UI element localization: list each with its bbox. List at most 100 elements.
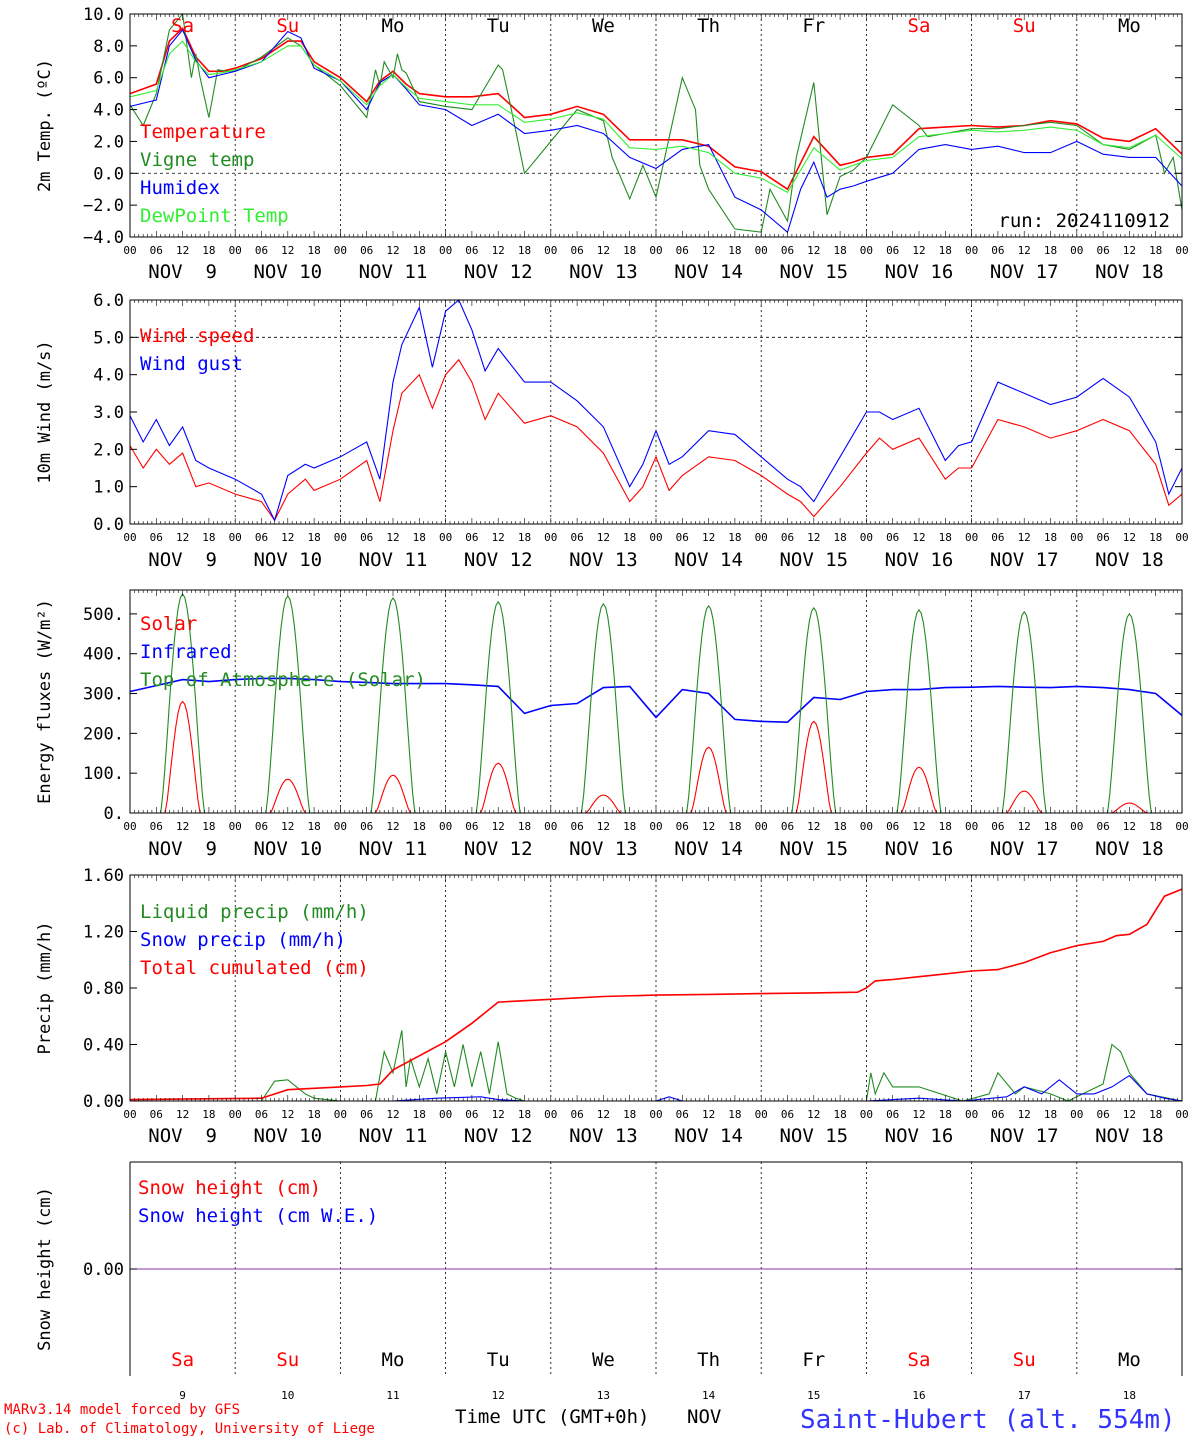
- day-name-bottom: Mo: [382, 1349, 405, 1371]
- hour-tick-label: 06: [465, 244, 478, 257]
- hour-tick-label: 12: [281, 531, 294, 544]
- legend-label: Infrared: [140, 641, 232, 663]
- date-label: NOV 14: [674, 261, 743, 283]
- hour-tick-label: 00: [965, 820, 978, 833]
- legend-label: Top of Atmosphere (Solar): [140, 669, 426, 691]
- date-label: NOV 15: [779, 1125, 848, 1147]
- hour-tick-label: 18: [1149, 820, 1162, 833]
- y-axis-title: 10m Wind (m/s): [35, 340, 55, 483]
- day-name-top: Sa: [908, 15, 931, 37]
- y-tick-label: 0.80: [83, 979, 124, 999]
- hour-tick-label: 06: [360, 820, 373, 833]
- hour-tick-label: 06: [991, 244, 1004, 257]
- hour-tick-label: 06: [255, 820, 268, 833]
- date-label: NOV 9: [148, 549, 217, 571]
- hour-tick-label: 12: [807, 820, 820, 833]
- hour-tick-label: 00: [334, 244, 347, 257]
- hour-tick-label: 06: [781, 531, 794, 544]
- day-name-top: We: [592, 15, 615, 37]
- hour-tick-label: 12: [702, 244, 715, 257]
- date-label: NOV 18: [1095, 838, 1164, 860]
- hour-tick-label: 18: [518, 820, 531, 833]
- day-number: 18: [1123, 1389, 1136, 1402]
- hour-tick-label: 18: [413, 244, 426, 257]
- hour-tick-label: 12: [597, 531, 610, 544]
- date-label: NOV 18: [1095, 261, 1164, 283]
- hour-tick-label: 18: [623, 820, 636, 833]
- y-tick-label: 400.: [83, 645, 124, 665]
- legend-label: Temperature: [140, 121, 266, 143]
- hour-tick-label: 12: [176, 531, 189, 544]
- hour-tick-label: 18: [833, 531, 846, 544]
- station-name: Saint-Hubert (alt. 554m): [800, 1405, 1176, 1435]
- hour-tick-label: 12: [176, 1108, 189, 1121]
- hour-tick-label: 12: [386, 820, 399, 833]
- frame-layer: [129, 13, 1183, 1376]
- day-number: 14: [702, 1389, 716, 1402]
- hour-tick-label: 00: [1070, 1108, 1083, 1121]
- series-line-liquid-precip-mm-h-: [130, 1030, 1183, 1102]
- hour-tick-label: 06: [1096, 531, 1109, 544]
- hour-tick-label: 06: [570, 531, 583, 544]
- hour-tick-label: 06: [465, 820, 478, 833]
- hour-tick-label: 00: [1070, 820, 1083, 833]
- hour-tick-label: 12: [702, 531, 715, 544]
- y-tick-label: 1.0: [93, 478, 124, 498]
- hour-tick-label: 06: [676, 244, 689, 257]
- y-axis-title: Precip (mm/h): [35, 921, 55, 1054]
- hour-tick-label: 18: [202, 1108, 215, 1121]
- hour-tick-label: 18: [307, 244, 320, 257]
- y-tick-label: 4.0: [93, 101, 124, 121]
- hour-tick-label: 12: [597, 1108, 610, 1121]
- hour-tick-label: 06: [886, 1108, 899, 1121]
- day-name-top: Mo: [382, 15, 405, 37]
- hour-tick-label: 12: [912, 1108, 925, 1121]
- hour-tick-label: 12: [1018, 244, 1031, 257]
- hour-tick-label: 00: [1175, 820, 1188, 833]
- hour-tick-label: 06: [570, 244, 583, 257]
- hour-tick-label: 12: [386, 531, 399, 544]
- y-tick-label: 200.: [83, 724, 124, 744]
- hour-tick-label: 18: [1149, 1108, 1162, 1121]
- date-label: NOV 10: [253, 261, 322, 283]
- y-axis-title: Snow height (cm): [35, 1187, 55, 1351]
- hour-tick-label: 12: [807, 1108, 820, 1121]
- series-line-wind-gust: [129, 299, 1183, 522]
- day-name-top: Mo: [1118, 15, 1141, 37]
- hour-tick-label: 12: [492, 244, 505, 257]
- hour-tick-label: 00: [1175, 531, 1188, 544]
- day-name-top: Tu: [487, 15, 510, 37]
- hour-tick-label: 00: [334, 820, 347, 833]
- hour-tick-label: 12: [1018, 820, 1031, 833]
- day-name-bottom: Su: [276, 1349, 299, 1371]
- date-label: NOV 13: [569, 1125, 638, 1147]
- hour-tick-label: 18: [728, 531, 741, 544]
- hour-tick-label: 12: [281, 244, 294, 257]
- day-name-bottom: Fr: [802, 1349, 825, 1371]
- legend-label: Snow height (cm W.E.): [138, 1205, 378, 1227]
- hour-tick-label: 06: [1096, 244, 1109, 257]
- series-line-temperature: [129, 26, 1183, 191]
- hour-tick-label: 18: [833, 244, 846, 257]
- date-label: NOV 11: [359, 838, 428, 860]
- date-label: NOV 12: [464, 261, 533, 283]
- date-label: NOV 13: [569, 549, 638, 571]
- hour-tick-label: 06: [886, 531, 899, 544]
- y-tick-label: 300.: [83, 685, 124, 705]
- hour-tick-label: 06: [150, 244, 163, 257]
- hour-tick-label: 06: [991, 820, 1004, 833]
- hour-tick-label: 12: [1018, 1108, 1031, 1121]
- day-name-top: Th: [697, 15, 720, 37]
- hour-tick-label: 18: [1044, 820, 1057, 833]
- hour-tick-label: 18: [728, 1108, 741, 1121]
- date-label: NOV 10: [253, 1125, 322, 1147]
- day-name-bottom: We: [592, 1349, 615, 1371]
- hour-tick-label: 06: [570, 1108, 583, 1121]
- legend-label: DewPoint Temp: [140, 205, 289, 227]
- date-label: NOV 17: [990, 838, 1059, 860]
- day-name-bottom: Tu: [487, 1349, 510, 1371]
- hour-tick-label: 18: [728, 820, 741, 833]
- hour-tick-label: 12: [807, 244, 820, 257]
- hour-tick-label: 12: [176, 244, 189, 257]
